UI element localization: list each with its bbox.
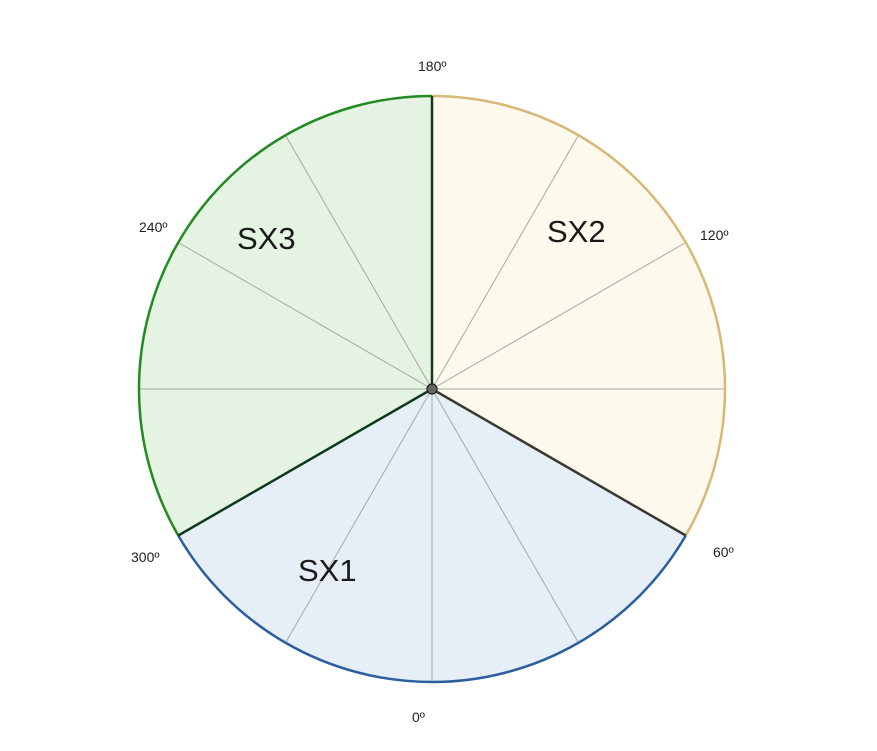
degree-label-60: 60º (713, 544, 734, 560)
sector-sx3-fill (138, 96, 433, 536)
sector-label-sx1: SX1 (298, 553, 357, 588)
boundaries-layer (177, 96, 687, 537)
arcs-layer (137, 94, 727, 684)
sector-label-sx3: SX3 (237, 221, 296, 256)
degree-label-0: 0º (412, 709, 425, 725)
degree-label-120: 120º (700, 227, 728, 243)
degree-label-180: 180º (418, 58, 446, 74)
boundary-line-60 (431, 387, 687, 537)
sector-label-sx2: SX2 (547, 214, 606, 249)
spoke-line-120 (431, 242, 686, 390)
degree-label-300: 300º (131, 549, 159, 565)
degree-label-240: 240º (139, 219, 167, 235)
spoke-line-30 (431, 388, 579, 643)
sector-sx2-fill (432, 96, 726, 536)
sector-sx3-arc (137, 94, 433, 537)
sector-sx1-arc (177, 534, 687, 684)
spokes-layer (139, 135, 725, 682)
spoke-line-240 (178, 242, 433, 390)
spoke-line-210 (285, 135, 433, 390)
boundary-line-300 (177, 387, 433, 537)
sector-sx2-arc (431, 94, 727, 537)
center-dot (426, 383, 438, 395)
spoke-line-330 (285, 388, 433, 643)
spoke-line-150 (431, 135, 579, 390)
